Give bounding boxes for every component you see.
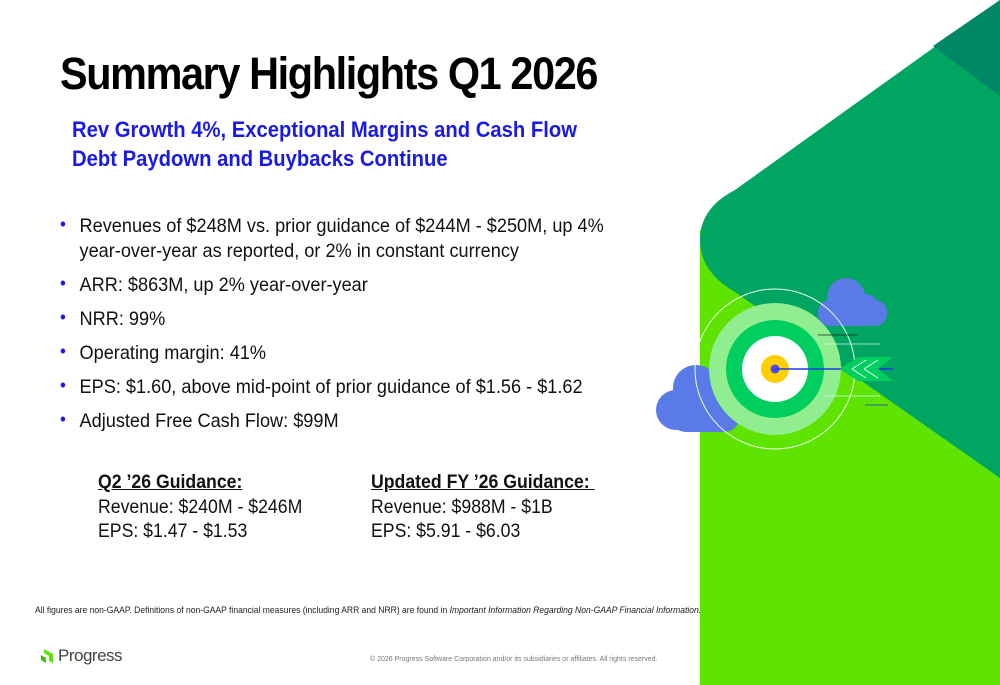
subtitle-line-2: Debt Paydown and Buybacks Continue: [72, 146, 448, 171]
progress-logo: Progress: [40, 646, 123, 666]
dark-green-corner: [933, 0, 1000, 96]
list-item: • Revenues of $248M vs. prior guidance of…: [60, 214, 618, 264]
bullet-icon: •: [60, 307, 66, 327]
footnote-text: All figures are non-GAAP. Definitions of…: [35, 605, 450, 616]
footnote: All figures are non-GAAP. Definitions of…: [35, 605, 701, 616]
bullet-text: Adjusted Free Cash Flow: $99M: [79, 410, 339, 432]
bullet-icon: •: [60, 214, 66, 234]
subtitle-line-1: Rev Growth 4%, Exceptional Margins and C…: [72, 117, 577, 142]
list-item: • NRR: 99%: [60, 307, 618, 332]
cloud-icon: [818, 278, 887, 326]
bullet-text: EPS: $1.60, above mid-point of prior gui…: [79, 376, 583, 398]
bullet-text: ARR: $863M, up 2% year-over-year: [79, 274, 368, 296]
list-item: • EPS: $1.60, above mid-point of prior gu…: [60, 375, 618, 400]
q2-guidance-heading: Q2 ’26 Guidance:: [98, 472, 243, 493]
green-band: [700, 0, 1000, 478]
bullet-text: Operating margin: 41%: [79, 342, 267, 364]
fy-guidance-revenue: Revenue: $988M - $1B: [371, 496, 553, 518]
q2-guidance-revenue: Revenue: $240M - $246M: [98, 496, 303, 518]
arrow-icon: [775, 334, 893, 406]
q2-guidance: Q2 ’26 Guidance: Revenue: $240M - $246M …: [98, 471, 302, 545]
list-item: • Operating margin: 41%: [60, 341, 618, 366]
list-item: • Adjusted Free Cash Flow: $99M: [60, 409, 618, 434]
bullet-icon: •: [60, 273, 66, 293]
fy-guidance-eps: EPS: $5.91 - $6.03: [371, 521, 521, 542]
q2-guidance-eps: EPS: $1.47 - $1.53: [98, 521, 248, 542]
progress-logo-icon: [41, 649, 53, 663]
footnote-link-text: Important Information Regarding Non-GAAP…: [449, 605, 702, 616]
fy-guidance: Updated FY ’26 Guidance: Revenue: $988M …: [371, 471, 595, 545]
list-item: • ARR: $863M, up 2% year-over-year: [60, 273, 618, 298]
bullet-icon: •: [60, 341, 66, 361]
bullet-text: Revenues of $248M vs. prior guidance of …: [79, 215, 604, 262]
logo-wordmark: Progress: [58, 646, 123, 665]
fy-guidance-heading: Updated FY ’26 Guidance:: [371, 472, 595, 493]
bullet-icon: •: [60, 375, 66, 395]
bullet-icon: •: [60, 409, 66, 429]
copyright: © 2026 Progress Software Corporation and…: [370, 656, 658, 663]
page-title: Summary Highlights Q1 2026: [60, 48, 598, 99]
highlights-list: • Revenues of $248M vs. prior guidance of…: [60, 214, 660, 443]
bullet-text: NRR: 99%: [79, 308, 166, 330]
